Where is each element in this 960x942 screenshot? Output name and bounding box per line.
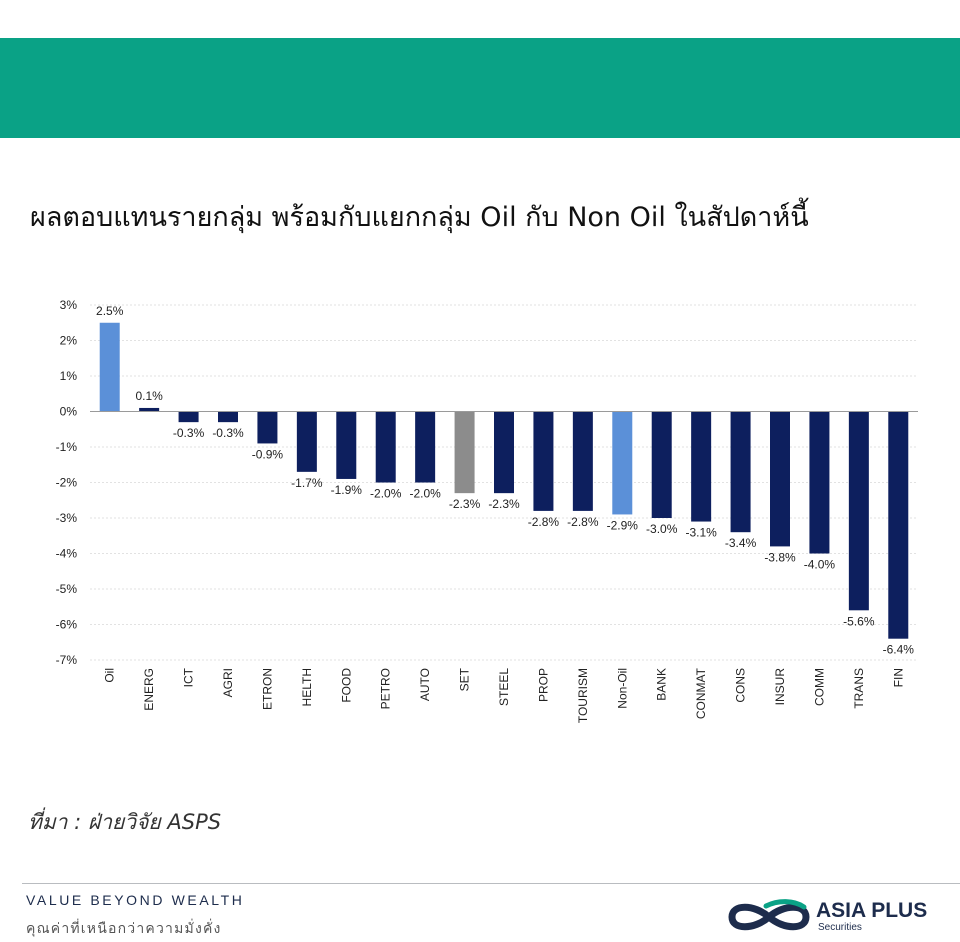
bar bbox=[494, 411, 514, 494]
footer-tagline-thai: คุณค่าที่เหนือกว่าความมั่งคั่ง bbox=[26, 921, 222, 937]
y-tick-label: -1% bbox=[56, 440, 78, 454]
data-label: 0.1% bbox=[135, 389, 163, 403]
x-tick-label: COMM bbox=[812, 668, 826, 706]
x-tick-label: Non-Oil bbox=[615, 668, 629, 709]
data-label: -3.0% bbox=[646, 522, 678, 536]
bar bbox=[296, 411, 317, 472]
x-tick-label: PROP bbox=[536, 668, 550, 702]
y-tick-label: 3% bbox=[60, 298, 78, 312]
data-label: -1.9% bbox=[331, 483, 363, 497]
x-tick-label: ETRON bbox=[260, 668, 274, 710]
bar bbox=[257, 411, 278, 444]
logo-subtitle: Securities bbox=[818, 922, 862, 933]
logo-name: ASIA PLUS bbox=[816, 899, 928, 922]
data-label: -2.8% bbox=[528, 515, 560, 529]
y-tick-label: -5% bbox=[56, 582, 78, 596]
data-label: -2.0% bbox=[370, 487, 402, 501]
data-label: -3.4% bbox=[725, 536, 757, 550]
data-label: -5.6% bbox=[843, 614, 875, 628]
y-tick-label: 2% bbox=[60, 334, 78, 348]
data-label: -0.9% bbox=[252, 447, 284, 461]
x-tick-label: TRANS bbox=[852, 668, 866, 709]
x-tick-label: STEEL bbox=[497, 668, 511, 706]
x-tick-label: AGRI bbox=[221, 668, 235, 697]
data-label: -2.8% bbox=[567, 515, 599, 529]
bar bbox=[178, 411, 199, 423]
y-tick-label: -3% bbox=[56, 511, 78, 525]
bar bbox=[218, 411, 238, 423]
bar bbox=[730, 411, 751, 533]
x-tick-label: INSUR bbox=[773, 668, 787, 706]
logo-infinity-icon bbox=[728, 899, 810, 931]
bar bbox=[336, 411, 357, 479]
x-tick-label: FOOD bbox=[339, 668, 353, 703]
x-tick-label: PETRO bbox=[379, 668, 393, 709]
x-tick-label: CONS bbox=[734, 668, 748, 703]
data-label: 2.5% bbox=[96, 304, 124, 318]
bar bbox=[770, 411, 790, 547]
y-tick-label: -6% bbox=[56, 618, 78, 632]
bar bbox=[848, 411, 869, 611]
y-tick-label: -2% bbox=[56, 476, 78, 490]
bar bbox=[888, 411, 909, 639]
data-label: -1.7% bbox=[291, 476, 323, 490]
x-tick-label: BANK bbox=[655, 668, 669, 701]
source-note: ที่มา : ฝ่ายวิจัย ASPS bbox=[28, 810, 222, 834]
data-label: -3.1% bbox=[685, 526, 717, 540]
bar bbox=[375, 411, 396, 483]
page-title: ผลตอบแทนรายกลุ่ม พร้อมกับแยกกลุ่ม Oil กั… bbox=[30, 202, 809, 233]
y-tick-label: 0% bbox=[60, 405, 78, 419]
bar bbox=[809, 411, 830, 554]
x-tick-label: Oil bbox=[103, 668, 117, 683]
bar bbox=[139, 407, 160, 412]
bar bbox=[612, 411, 633, 515]
bar bbox=[415, 411, 436, 483]
x-tick-label: ENERG bbox=[142, 668, 156, 711]
bar bbox=[99, 322, 120, 412]
data-label: -2.0% bbox=[409, 487, 441, 501]
x-tick-label: FIN bbox=[891, 668, 905, 687]
data-label: -3.8% bbox=[764, 550, 796, 564]
x-tick-label: AUTO bbox=[418, 668, 432, 701]
x-tick-label: TOURISM bbox=[576, 668, 590, 723]
data-label: -2.3% bbox=[449, 497, 481, 511]
footer-divider bbox=[22, 883, 960, 884]
data-label: -4.0% bbox=[804, 558, 836, 572]
header-banner bbox=[0, 38, 960, 138]
bar bbox=[533, 411, 554, 511]
x-tick-label: ICT bbox=[182, 667, 196, 687]
bar bbox=[651, 411, 672, 518]
data-label: -0.3% bbox=[173, 426, 205, 440]
data-label: -6.4% bbox=[883, 643, 915, 657]
y-tick-label: -7% bbox=[56, 653, 78, 667]
data-label: -2.9% bbox=[607, 518, 639, 532]
x-tick-label: HELTH bbox=[300, 668, 314, 706]
bar bbox=[454, 411, 475, 494]
y-tick-label: 1% bbox=[60, 369, 78, 383]
data-label: -2.3% bbox=[488, 497, 520, 511]
footer-tagline: VALUE BEYOND WEALTH bbox=[26, 892, 245, 908]
bar bbox=[572, 411, 593, 511]
y-tick-label: -4% bbox=[56, 547, 78, 561]
company-logo: ASIA PLUS Securities bbox=[726, 896, 946, 938]
bar-chart: 3% 2% 1% 0% -1% -2% -3% -4% -5% -6% -7% 2.5% Oil 0.1%… bbox=[56, 298, 918, 723]
x-tick-label: CONMAT bbox=[694, 667, 708, 719]
bar bbox=[691, 411, 712, 522]
data-label: -0.3% bbox=[212, 426, 244, 440]
x-tick-label: SET bbox=[458, 667, 472, 691]
